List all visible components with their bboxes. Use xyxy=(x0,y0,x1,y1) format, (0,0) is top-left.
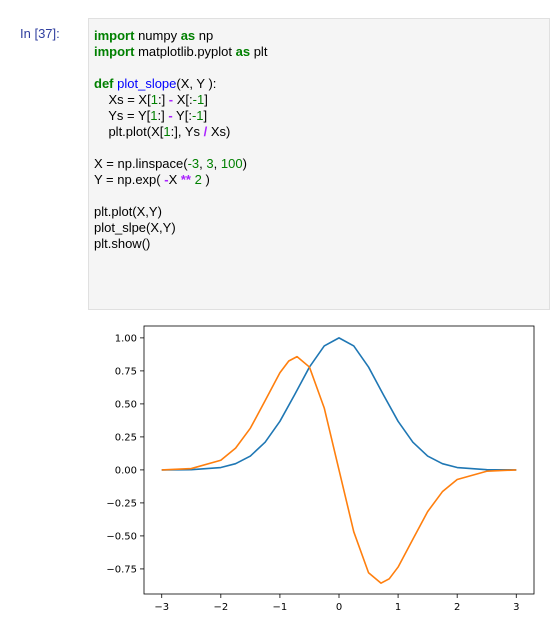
code-token: plt.show() xyxy=(94,236,151,251)
keyword: import xyxy=(94,28,135,43)
code-line: X = np.linspace(-3, 3, 100) xyxy=(94,156,549,172)
code-line: Xs = X[1:] - X[:-1] xyxy=(94,92,549,108)
operator: - xyxy=(168,92,174,107)
x-tick-label: 2 xyxy=(454,602,460,613)
number-literal: 1 xyxy=(150,108,158,123)
x-tick-label: −3 xyxy=(154,602,169,613)
operator: - xyxy=(164,172,169,187)
code-line-blank xyxy=(94,140,549,156)
code-line-blank xyxy=(94,188,549,204)
y-tick-label: −0.75 xyxy=(106,564,137,575)
code-token: :] xyxy=(157,108,169,123)
x-tick-label: −2 xyxy=(213,602,228,613)
code-line: def plot_slope(X, Y ): xyxy=(94,76,549,92)
code-line: Y = np.exp( -X ** 2 ) xyxy=(94,172,549,188)
cell-prompt: In [37]: xyxy=(20,26,60,41)
number-literal: 3 xyxy=(206,156,214,171)
y-tick-label: 1.00 xyxy=(115,333,137,344)
code-line: import numpy as np xyxy=(94,28,549,44)
keyword: as xyxy=(235,44,251,59)
number-literal: 100 xyxy=(220,156,243,171)
code-token: np xyxy=(195,28,214,43)
number-literal: 1 xyxy=(163,124,171,139)
axes-frame xyxy=(143,325,535,595)
code-line: plt.plot(X,Y) xyxy=(94,204,549,220)
number-literal: -1 xyxy=(192,92,205,107)
code-token: ] xyxy=(204,92,208,107)
code-token: :] xyxy=(157,92,169,107)
code-token: Y[: xyxy=(172,108,192,123)
code-token: Y = np.exp( xyxy=(94,172,165,187)
x-tick-label: −1 xyxy=(273,602,288,613)
x-tick-label: 3 xyxy=(513,602,519,613)
code-token: plot_slpe(X,Y) xyxy=(94,220,176,235)
code-token: numpy xyxy=(134,28,181,43)
operator: - xyxy=(168,108,173,123)
code-line: plot_slpe(X,Y) xyxy=(94,220,549,236)
y-tick-label: −0.25 xyxy=(106,498,137,509)
operator: / xyxy=(203,124,208,139)
code-token: (X, Y ): xyxy=(176,76,217,91)
keyword: as xyxy=(180,28,196,43)
code-token: ) xyxy=(242,156,247,171)
number-literal: 1 xyxy=(150,92,158,107)
code-token: Xs = X[ xyxy=(94,92,151,107)
code-line: plt.plot(X[1:], Ys / Xs) xyxy=(94,124,549,140)
series-line-1 xyxy=(161,337,517,471)
code-token: plt xyxy=(250,44,268,59)
y-tick-label: 0.75 xyxy=(115,366,137,377)
keyword: def xyxy=(94,76,114,91)
y-tick-label: 0.00 xyxy=(115,465,137,476)
code-cell-editor[interactable]: import numpy as np import matplotlib.pyp… xyxy=(88,18,550,310)
code-token: matplotlib.pyplot xyxy=(134,44,236,59)
code-line: plt.show() xyxy=(94,236,549,252)
number-literal: 2 xyxy=(194,172,202,187)
keyword: import xyxy=(94,44,135,59)
code-line-blank xyxy=(94,60,549,76)
code-line: import matplotlib.pyplot as plt xyxy=(94,44,549,60)
code-token: plt.plot(X[ xyxy=(94,124,164,139)
y-tick-label: 0.50 xyxy=(115,399,137,410)
y-tick-label: 0.25 xyxy=(115,432,137,443)
code-line: Ys = Y[1:] - Y[:-1] xyxy=(94,108,549,124)
x-tick-label: 1 xyxy=(395,602,401,613)
code-token: Xs) xyxy=(207,124,231,139)
operator: ** xyxy=(180,172,191,187)
code-token: Ys = Y[ xyxy=(94,108,151,123)
code-token: , xyxy=(199,156,207,171)
y-tick-label: −0.50 xyxy=(106,531,137,542)
code-token: , xyxy=(213,156,221,171)
function-name: plot_slope xyxy=(117,76,177,91)
code-token: plt.plot(X,Y) xyxy=(94,204,162,219)
x-tick-label: 0 xyxy=(336,602,342,613)
code-token: ) xyxy=(201,172,210,187)
output-plot: −3 −2 −1 0 1 2 3 1.00 0.75 0.50 0.25 0.00 −0.25 −0.50… xyxy=(106,325,535,613)
code-token: :], Ys xyxy=(170,124,204,139)
cell-output: −3 −2 −1 0 1 2 3 1.00 0.75 0.50 0.25 0.00 −0.25 −0.50… xyxy=(88,318,550,618)
code-token: ] xyxy=(203,108,208,123)
code-token: X[: xyxy=(173,92,193,107)
number-literal: -3 xyxy=(187,156,200,171)
code-token: X xyxy=(168,172,181,187)
code-token: X = np.linspace( xyxy=(94,156,188,171)
number-literal: -1 xyxy=(191,108,204,123)
series-line-2 xyxy=(161,355,517,584)
